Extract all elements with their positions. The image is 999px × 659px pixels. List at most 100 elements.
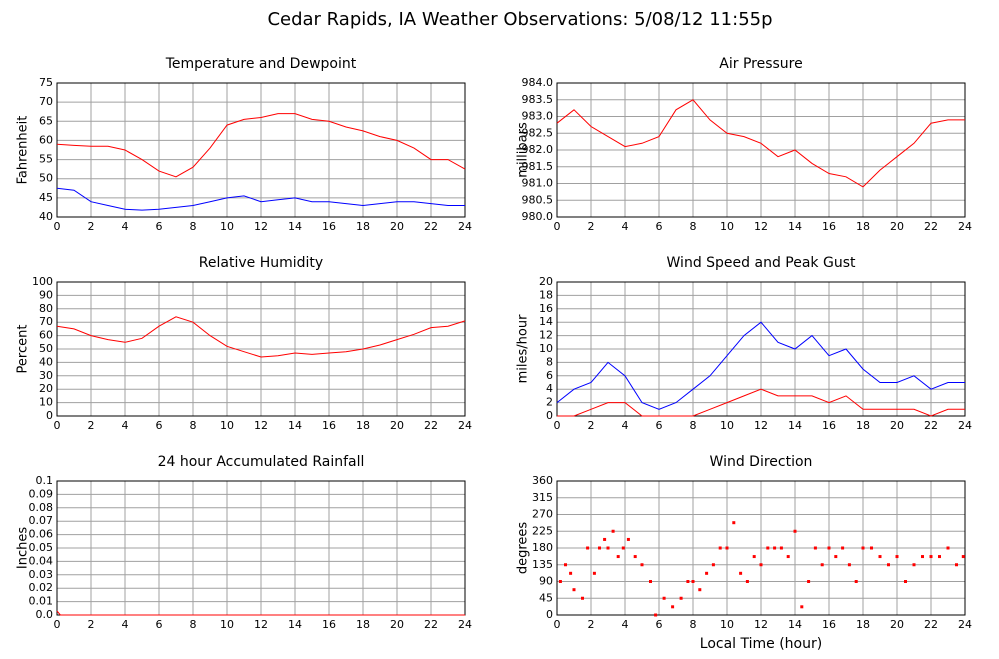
x-tick-label: 10 (720, 220, 734, 233)
x-tick-label: 4 (622, 419, 629, 432)
data-point (586, 546, 590, 550)
x-tick-label: 4 (622, 618, 629, 631)
data-point (834, 555, 838, 559)
x-tick-label: 22 (424, 220, 438, 233)
data-point (705, 571, 709, 575)
y-tick-label: 982.5 (522, 126, 554, 139)
x-tick-label: 10 (720, 419, 734, 432)
data-point (725, 546, 729, 550)
y-axis-label: miles/hour (516, 314, 531, 383)
x-tick-label: 16 (322, 618, 336, 631)
data-point (841, 546, 845, 550)
data-point (904, 580, 907, 583)
y-tick-label: 0.09 (29, 487, 54, 500)
x-tick-label: 24 (958, 220, 972, 233)
data-point (572, 588, 576, 592)
x-tick-label: 18 (356, 618, 370, 631)
data-point (861, 546, 865, 550)
x-tick-label: 6 (656, 618, 663, 631)
data-point (878, 555, 882, 559)
y-tick-label: 0.01 (29, 595, 54, 608)
data-point (807, 580, 811, 583)
y-tick-label: 100 (32, 275, 53, 288)
x-tick-label: 8 (190, 419, 197, 432)
data-point (592, 571, 596, 575)
x-tick-label: 18 (856, 419, 870, 432)
y-tick-label: 70 (39, 315, 53, 328)
data-point (569, 571, 573, 575)
y-tick-label: 0 (546, 409, 553, 422)
x-tick-label: 2 (588, 618, 595, 631)
x-tick-label: 12 (754, 220, 768, 233)
x-tick-label: 0 (54, 220, 61, 233)
y-tick-label: 0.03 (29, 568, 54, 581)
y-tick-label: 0.0 (36, 608, 54, 621)
x-tick-label: 22 (924, 618, 938, 631)
y-tick-label: 30 (39, 369, 53, 382)
y-tick-label: 225 (532, 524, 553, 537)
y-tick-label: 6 (546, 369, 553, 382)
panel-title: Relative Humidity (199, 255, 323, 271)
x-tick-label: 2 (88, 220, 95, 233)
y-tick-label: 18 (539, 288, 553, 301)
y-tick-label: 90 (539, 575, 553, 588)
y-tick-label: 983.5 (522, 93, 554, 106)
x-tick-label: 0 (54, 419, 61, 432)
data-line (56, 113, 466, 178)
x-tick-label: 18 (356, 220, 370, 233)
y-tick-label: 45 (539, 591, 553, 604)
y-tick-label: 75 (39, 76, 53, 89)
data-point (813, 546, 817, 550)
data-point (847, 563, 851, 567)
x-tick-label: 16 (822, 220, 836, 233)
y-tick-label: 981.0 (522, 177, 554, 190)
plot-frame (56, 281, 466, 417)
data-point (938, 555, 941, 559)
y-tick-label: 0.05 (29, 541, 54, 554)
x-tick-label: 24 (458, 618, 472, 631)
x-tick-label: 22 (424, 618, 438, 631)
y-tick-label: 8 (546, 355, 553, 368)
data-point (786, 555, 790, 559)
y-tick-label: 0 (46, 409, 53, 422)
y-tick-label: 270 (532, 508, 553, 521)
data-point (961, 555, 965, 559)
y-tick-label: 60 (39, 329, 53, 342)
x-tick-label: 10 (220, 618, 234, 631)
x-tick-label: 20 (390, 220, 404, 233)
x-tick-label: 4 (122, 419, 129, 432)
data-point (558, 580, 562, 583)
y-tick-label: 984.0 (522, 76, 554, 89)
data-line (557, 388, 965, 417)
x-tick-label: 22 (924, 220, 938, 233)
x-tick-label: 6 (656, 220, 663, 233)
x-tick-label: 2 (88, 618, 95, 631)
x-tick-label: 8 (690, 419, 697, 432)
data-point (640, 563, 644, 567)
plot-frame (556, 281, 966, 417)
y-tick-label: 982.0 (522, 143, 554, 156)
data-point (929, 555, 933, 559)
data-point (671, 605, 675, 609)
x-tick-label: 16 (322, 419, 336, 432)
x-tick-label: 8 (690, 220, 697, 233)
data-line (56, 610, 465, 616)
x-tick-label: 8 (690, 618, 697, 631)
data-point (649, 580, 652, 583)
data-point (854, 580, 858, 583)
y-tick-label: 0.1 (36, 474, 54, 487)
x-tick-label: 6 (156, 618, 163, 631)
y-tick-label: 60 (39, 133, 53, 146)
x-tick-label: 4 (122, 220, 129, 233)
x-tick-label: 24 (958, 419, 972, 432)
plot-frame (56, 82, 466, 218)
x-tick-label: 20 (890, 618, 904, 631)
y-tick-label: 65 (39, 114, 53, 127)
data-point (739, 571, 743, 575)
data-point (955, 563, 958, 567)
data-point (581, 596, 584, 600)
data-point (633, 555, 637, 559)
x-tick-label: 24 (458, 220, 472, 233)
x-tick-label: 2 (88, 419, 95, 432)
